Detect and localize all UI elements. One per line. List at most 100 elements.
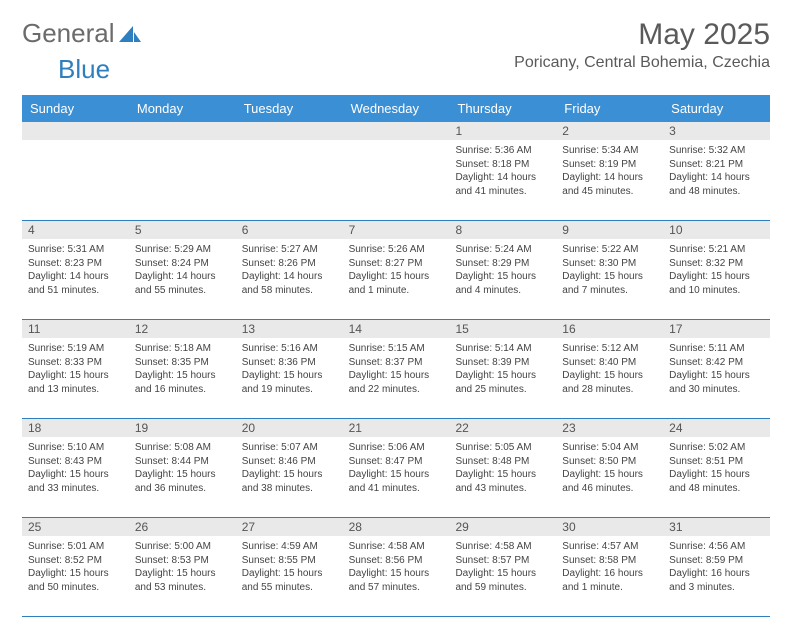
daylight-text: Daylight: 15 hours and 59 minutes.: [455, 567, 550, 594]
day-number: 2: [556, 122, 663, 140]
sunrise-text: Sunrise: 5:18 AM: [135, 342, 230, 356]
daylight-text: Daylight: 15 hours and 30 minutes.: [669, 369, 764, 396]
day-cell: Sunrise: 5:10 AMSunset: 8:43 PMDaylight:…: [22, 437, 129, 517]
day-cell: Sunrise: 5:27 AMSunset: 8:26 PMDaylight:…: [236, 239, 343, 319]
sunset-text: Sunset: 8:51 PM: [669, 455, 764, 469]
sunset-text: Sunset: 8:42 PM: [669, 356, 764, 370]
day-cell: Sunrise: 5:06 AMSunset: 8:47 PMDaylight:…: [343, 437, 450, 517]
daylight-text: Daylight: 15 hours and 4 minutes.: [455, 270, 550, 297]
logo-sail-icon: [119, 24, 141, 42]
daylight-text: Daylight: 15 hours and 41 minutes.: [349, 468, 444, 495]
sunrise-text: Sunrise: 4:58 AM: [455, 540, 550, 554]
sunset-text: Sunset: 8:35 PM: [135, 356, 230, 370]
day-number: 19: [129, 419, 236, 437]
day-number: 3: [663, 122, 770, 140]
day-cell: Sunrise: 5:34 AMSunset: 8:19 PMDaylight:…: [556, 140, 663, 220]
day-number: 26: [129, 518, 236, 536]
sunset-text: Sunset: 8:18 PM: [455, 158, 550, 172]
daylight-text: Daylight: 15 hours and 25 minutes.: [455, 369, 550, 396]
sunrise-text: Sunrise: 5:01 AM: [28, 540, 123, 554]
day-number: [129, 122, 236, 140]
daylight-text: Daylight: 14 hours and 51 minutes.: [28, 270, 123, 297]
day-cell: Sunrise: 5:02 AMSunset: 8:51 PMDaylight:…: [663, 437, 770, 517]
sunset-text: Sunset: 8:40 PM: [562, 356, 657, 370]
day-cell: Sunrise: 4:58 AMSunset: 8:56 PMDaylight:…: [343, 536, 450, 616]
weekday-header: Thursday: [449, 95, 556, 122]
sunrise-text: Sunrise: 5:04 AM: [562, 441, 657, 455]
day-cell: Sunrise: 5:08 AMSunset: 8:44 PMDaylight:…: [129, 437, 236, 517]
month-title: May 2025: [514, 18, 770, 52]
day-cell: Sunrise: 5:26 AMSunset: 8:27 PMDaylight:…: [343, 239, 450, 319]
day-cell: Sunrise: 4:59 AMSunset: 8:55 PMDaylight:…: [236, 536, 343, 616]
sunset-text: Sunset: 8:39 PM: [455, 356, 550, 370]
day-number: [236, 122, 343, 140]
daylight-text: Daylight: 14 hours and 45 minutes.: [562, 171, 657, 198]
day-number: 6: [236, 221, 343, 239]
sunset-text: Sunset: 8:29 PM: [455, 257, 550, 271]
day-cell: Sunrise: 5:14 AMSunset: 8:39 PMDaylight:…: [449, 338, 556, 418]
day-number: 11: [22, 320, 129, 338]
sunset-text: Sunset: 8:52 PM: [28, 554, 123, 568]
sunrise-text: Sunrise: 5:02 AM: [669, 441, 764, 455]
day-cell: Sunrise: 5:18 AMSunset: 8:35 PMDaylight:…: [129, 338, 236, 418]
sunrise-text: Sunrise: 5:26 AM: [349, 243, 444, 257]
daylight-text: Daylight: 14 hours and 48 minutes.: [669, 171, 764, 198]
day-number: 12: [129, 320, 236, 338]
day-number: 18: [22, 419, 129, 437]
daylight-text: Daylight: 15 hours and 16 minutes.: [135, 369, 230, 396]
sunset-text: Sunset: 8:30 PM: [562, 257, 657, 271]
day-number: 30: [556, 518, 663, 536]
weekday-header: Saturday: [663, 95, 770, 122]
sunset-text: Sunset: 8:37 PM: [349, 356, 444, 370]
day-number-row: 45678910: [22, 221, 770, 239]
day-number: 9: [556, 221, 663, 239]
weekday-header: Tuesday: [236, 95, 343, 122]
daylight-text: Daylight: 15 hours and 46 minutes.: [562, 468, 657, 495]
sunrise-text: Sunrise: 5:07 AM: [242, 441, 337, 455]
weekday-header: Wednesday: [343, 95, 450, 122]
sunset-text: Sunset: 8:46 PM: [242, 455, 337, 469]
day-cell: Sunrise: 5:31 AMSunset: 8:23 PMDaylight:…: [22, 239, 129, 319]
sunrise-text: Sunrise: 5:29 AM: [135, 243, 230, 257]
sunset-text: Sunset: 8:24 PM: [135, 257, 230, 271]
day-cell: [236, 140, 343, 220]
day-cell: Sunrise: 4:58 AMSunset: 8:57 PMDaylight:…: [449, 536, 556, 616]
day-cell: Sunrise: 5:01 AMSunset: 8:52 PMDaylight:…: [22, 536, 129, 616]
daylight-text: Daylight: 15 hours and 10 minutes.: [669, 270, 764, 297]
day-cell: [129, 140, 236, 220]
sunset-text: Sunset: 8:47 PM: [349, 455, 444, 469]
day-number: 31: [663, 518, 770, 536]
weekday-header: Friday: [556, 95, 663, 122]
daylight-text: Daylight: 15 hours and 43 minutes.: [455, 468, 550, 495]
day-number: 21: [343, 419, 450, 437]
day-number: 20: [236, 419, 343, 437]
weekday-header: Sunday: [22, 95, 129, 122]
day-number: 13: [236, 320, 343, 338]
day-number: 24: [663, 419, 770, 437]
sunrise-text: Sunrise: 4:58 AM: [349, 540, 444, 554]
daylight-text: Daylight: 15 hours and 7 minutes.: [562, 270, 657, 297]
sunset-text: Sunset: 8:55 PM: [242, 554, 337, 568]
day-number: 27: [236, 518, 343, 536]
daylight-text: Daylight: 15 hours and 33 minutes.: [28, 468, 123, 495]
daylight-text: Daylight: 15 hours and 36 minutes.: [135, 468, 230, 495]
day-cell: [22, 140, 129, 220]
day-cell: Sunrise: 5:00 AMSunset: 8:53 PMDaylight:…: [129, 536, 236, 616]
sunrise-text: Sunrise: 5:11 AM: [669, 342, 764, 356]
day-cell: [343, 140, 450, 220]
location-subtitle: Poricany, Central Bohemia, Czechia: [514, 54, 770, 72]
day-cell: Sunrise: 5:05 AMSunset: 8:48 PMDaylight:…: [449, 437, 556, 517]
sunrise-text: Sunrise: 5:34 AM: [562, 144, 657, 158]
sunrise-text: Sunrise: 5:16 AM: [242, 342, 337, 356]
sunrise-text: Sunrise: 4:57 AM: [562, 540, 657, 554]
day-cell: Sunrise: 5:36 AMSunset: 8:18 PMDaylight:…: [449, 140, 556, 220]
day-cell: Sunrise: 5:19 AMSunset: 8:33 PMDaylight:…: [22, 338, 129, 418]
sunset-text: Sunset: 8:19 PM: [562, 158, 657, 172]
sunrise-text: Sunrise: 5:05 AM: [455, 441, 550, 455]
day-number: 29: [449, 518, 556, 536]
sunrise-text: Sunrise: 4:56 AM: [669, 540, 764, 554]
sunrise-text: Sunrise: 5:08 AM: [135, 441, 230, 455]
day-number-row: 123: [22, 122, 770, 140]
day-number-row: 25262728293031: [22, 518, 770, 536]
calendar-grid: Sunday Monday Tuesday Wednesday Thursday…: [22, 95, 770, 617]
